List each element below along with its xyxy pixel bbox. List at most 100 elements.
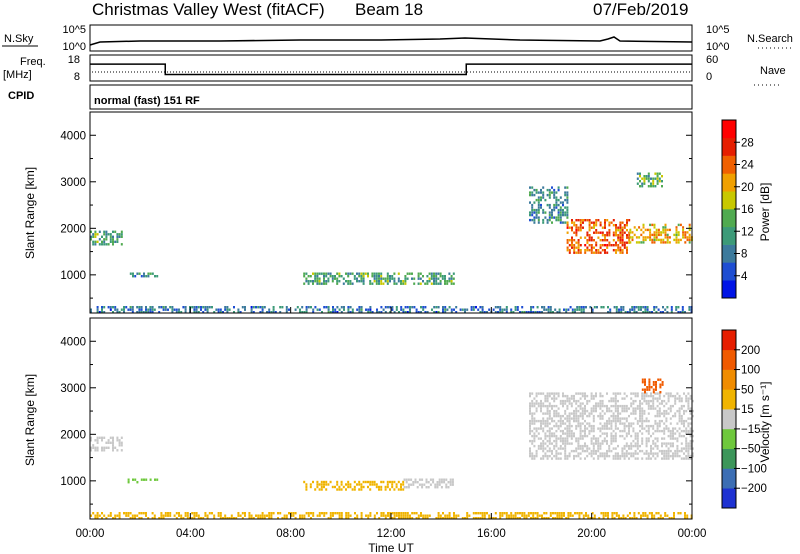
velocity-cell [584,424,586,428]
velocity-cell [636,442,639,445]
velocity-cell [683,419,685,423]
velocity-cell [557,414,560,418]
power-cell [617,229,620,232]
velocity-cell [614,419,617,423]
velocity-cell [579,447,582,450]
power-cell [213,311,216,314]
velocity-cell [424,514,427,517]
velocity-cell [599,434,602,438]
velocity-cell [402,512,405,515]
velocity-cell [579,414,582,418]
velocity-cell [614,454,617,458]
velocity-cell [548,432,551,435]
velocity-cell [584,409,586,413]
velocity-cell [448,512,451,515]
velocity-cell [641,381,644,384]
power-cell [610,244,613,247]
velocity-cell [382,512,385,515]
velocity-cell [451,483,454,486]
velocity-cell [607,512,609,515]
velocity-cell [601,452,604,455]
velocity-cell [581,434,584,438]
velocity-cell [405,486,408,489]
velocity-cell [531,399,534,403]
colorbar-tick-label: 8 [741,249,747,261]
velocity-cell [546,422,549,425]
velocity-cell [384,517,387,520]
power-cell [664,226,667,229]
power-cell [136,311,139,314]
velocity-cell [584,457,586,460]
power-cell [156,275,159,278]
velocity-cell [380,488,383,491]
velocity-cell [415,517,418,520]
velocity-cell [687,442,690,445]
velocity-cell [553,399,556,403]
power-cell [555,216,558,219]
velocity-cell [630,447,633,450]
power-cell [446,280,449,283]
velocity-cell [610,449,613,453]
power-cell [441,275,444,278]
velocity-cell [658,419,661,423]
velocity-cell [204,514,207,517]
velocity-cell [579,407,582,410]
power-cell [547,308,550,311]
velocity-cell [665,427,668,430]
power-cell [679,311,682,314]
power-cell [533,218,536,222]
velocity-cell [661,457,663,460]
power-cell [677,233,680,237]
power-cell [336,282,339,285]
power-cell [101,311,103,314]
velocity-cell [680,457,683,460]
power-cell [566,193,569,197]
velocity-cell [540,422,542,425]
velocity-cell [402,480,405,484]
velocity-cell [547,517,550,520]
power-cell [439,272,442,275]
velocity-cell [546,417,549,420]
power-cell [656,180,659,183]
velocity-cell [548,394,551,398]
power-cell [422,306,425,309]
velocity-cell [530,517,532,520]
velocity-cell [592,444,595,448]
velocity-cell [655,381,657,384]
velocity-cell [570,404,573,408]
power-cell [530,311,532,314]
velocity-cell [664,514,667,517]
velocity-cell [560,514,563,517]
power-cell [349,282,352,285]
power-cell [358,272,361,275]
power-cell [642,226,645,229]
velocity-cell [685,399,688,403]
power-cell [252,306,255,309]
power-cell [494,306,497,309]
colorbar-segment [722,428,736,449]
velocity-cell [641,457,644,460]
power-cell [553,188,556,192]
power-cell [145,308,147,311]
velocity-cell [263,514,266,517]
velocity-cell [590,454,593,458]
velocity-cell [639,404,641,408]
power-cell [649,223,652,227]
power-cell [648,311,651,314]
velocity-cell [438,478,441,481]
velocity-cell [551,407,553,410]
velocity-cell [674,394,677,398]
velocity-cell [112,439,114,442]
colorbar-segment [722,209,736,228]
velocity-cell [551,419,553,423]
power-cell [433,280,435,283]
velocity-cell [610,437,613,440]
power-cell [619,246,622,249]
velocity-cell [612,417,615,420]
velocity-cell [562,414,564,418]
velocity-cell [542,392,545,395]
velocity-cell [548,402,551,405]
velocity-cell [654,397,657,400]
power-cell [305,311,308,314]
velocity-cell [129,517,132,520]
